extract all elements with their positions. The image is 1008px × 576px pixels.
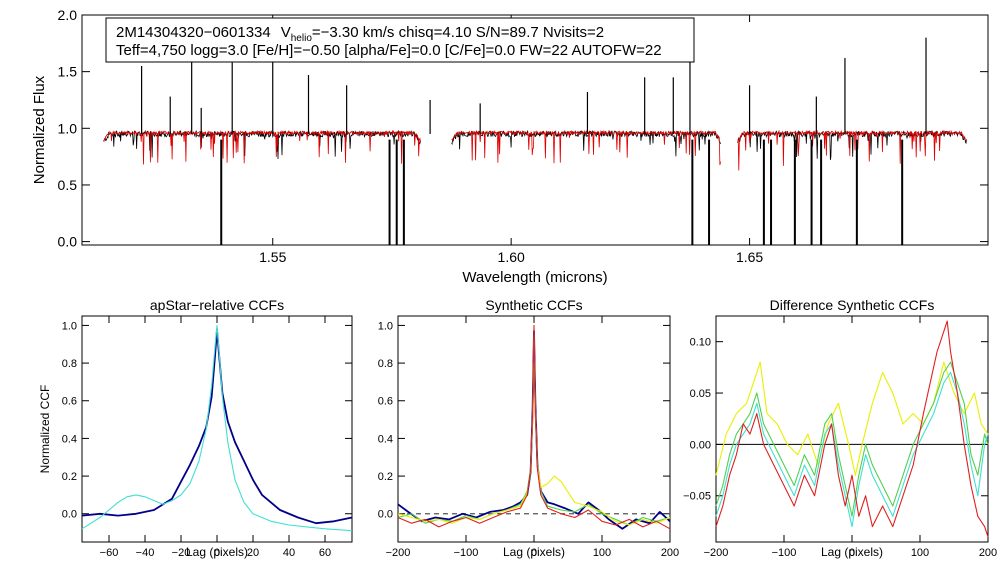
y-tick-label: 0.2 [378, 471, 393, 483]
ccf-series-cyan [81, 324, 353, 532]
y-tick-label: −0.05 [683, 491, 711, 503]
y-tick-label: 1.0 [58, 120, 78, 136]
x-tick-label: 20 [247, 547, 259, 559]
ccf1-frame [81, 315, 353, 543]
model-flux-line [103, 129, 421, 165]
star-id: 2M14304320−0601334 [116, 24, 271, 41]
ccf1-ticks: −60 −40 −20 0 20 40 60 0.0 0.2 0.4 0.6 0.8 1.0 [62, 316, 352, 559]
ccf1-series [81, 324, 353, 532]
x-tick-label: 200 [979, 547, 997, 559]
ccf-series-red [715, 320, 989, 538]
ccf3-title: Difference Synthetic CCFs [770, 297, 935, 313]
y-tick-label: 1.0 [62, 320, 77, 332]
spectrum-ylabel: Normalized Flux [31, 75, 48, 184]
x-tick-label: 60 [319, 547, 331, 559]
y-tick-label: 0.05 [690, 388, 711, 400]
spectrum-xlabel: Wavelength (microns) [462, 269, 607, 286]
spectrum-yticks: 0.0 0.5 1.0 1.5 2.0 [58, 7, 988, 250]
ccf1-panel: apStar−relative CCFs Lag (pixels) Normal… [38, 297, 353, 559]
ccf3-frame [715, 315, 989, 543]
ccf1-ylabel: Normalized CCF [38, 385, 52, 474]
y-tick-label: 0.4 [378, 433, 393, 445]
ccf2-title: Synthetic CCFs [485, 297, 582, 313]
model-spectrum [103, 129, 967, 171]
y-tick-label: 2.0 [58, 7, 78, 23]
ccf-series-yellow [715, 361, 989, 476]
ccf-series-navy [81, 328, 353, 525]
x-tick-label: −200 [386, 547, 411, 559]
y-tick-label: 1.0 [378, 320, 393, 332]
ccf3-ticks: −200 −100 0 100 200 −0.05 0.00 0.05 0.10 [683, 316, 997, 559]
ccf2-series [397, 324, 671, 530]
x-tick-label: 100 [911, 547, 929, 559]
x-tick-label: −200 [704, 547, 729, 559]
observed-flux-line [103, 129, 421, 160]
spectrum-xticks: 1.55 1.60 1.65 [259, 15, 763, 265]
ccf3-xlabel: Lag (pixels) [821, 545, 883, 559]
x-tick-label: 1.55 [259, 249, 286, 265]
x-tick-label: 0 [849, 547, 855, 559]
ccf-series-red [397, 324, 671, 530]
ccf3-series [715, 320, 989, 538]
x-tick-label: 0 [214, 547, 220, 559]
ccf3-panel: Difference Synthetic CCFs Lag (pixels) −… [683, 297, 997, 559]
x-tick-label: 1.65 [736, 249, 763, 265]
info-line-1: 2M14304320−0601334 Vhelio=−3.30 km/s chis… [116, 24, 604, 44]
ccf-series-cyan [715, 371, 989, 528]
spectrum-frame [81, 14, 989, 246]
y-tick-label: 0.8 [378, 358, 393, 370]
y-tick-label: 0.5 [58, 177, 78, 193]
ccf-series-yellow [397, 334, 671, 526]
x-tick-label: −40 [136, 547, 155, 559]
y-tick-label: 0.6 [62, 396, 77, 408]
y-tick-label: 0.2 [62, 471, 77, 483]
x-tick-label: −100 [454, 547, 479, 559]
ccf2-panel: Synthetic CCFs Lag (pixels) −200 −100 0 100… [378, 297, 679, 559]
x-tick-label: −20 [172, 547, 191, 559]
y-tick-label: 0.8 [62, 358, 77, 370]
x-tick-label: 0 [531, 547, 537, 559]
spectral-lines [141, 26, 927, 245]
model-flux-line [737, 129, 967, 171]
spectrum-panel: 1.55 1.60 1.65 0.0 0.5 1.0 1.5 2.0 Wavelength … [31, 7, 989, 286]
y-tick-label: 1.5 [58, 64, 78, 80]
model-flux-line [451, 129, 721, 166]
info-line-2: Teff=4,750 logg=3.0 [Fe/H]=−0.50 [alpha/… [116, 42, 662, 59]
info-box [105, 17, 695, 63]
x-tick-label: 100 [593, 547, 611, 559]
vhelio-rest: =−3.30 km/s chisq=4.10 S/N=89.7 Nvisits=… [312, 24, 604, 41]
ccf1-xlabel: Lag (pixels) [186, 545, 248, 559]
ccf1-title: apStar−relative CCFs [150, 297, 284, 313]
x-tick-label: −100 [772, 547, 797, 559]
y-tick-label: 0.0 [378, 509, 393, 521]
x-tick-label: 40 [283, 547, 295, 559]
ccf-series-green [715, 361, 989, 517]
y-tick-label: 0.6 [378, 396, 393, 408]
x-tick-label: 200 [661, 547, 679, 559]
x-tick-label: −60 [100, 547, 119, 559]
vhelio-prefix: V [281, 24, 291, 41]
ccf2-xlabel: Lag (pixels) [503, 545, 565, 559]
y-tick-label: 0.00 [690, 439, 711, 451]
y-tick-label: 0.0 [62, 509, 77, 521]
y-tick-label: 0.10 [690, 337, 711, 349]
y-tick-label: 0.0 [58, 234, 78, 250]
y-tick-label: 0.4 [62, 433, 77, 445]
vhelio-subscript: helio [291, 33, 313, 44]
x-tick-label: 1.60 [498, 249, 525, 265]
